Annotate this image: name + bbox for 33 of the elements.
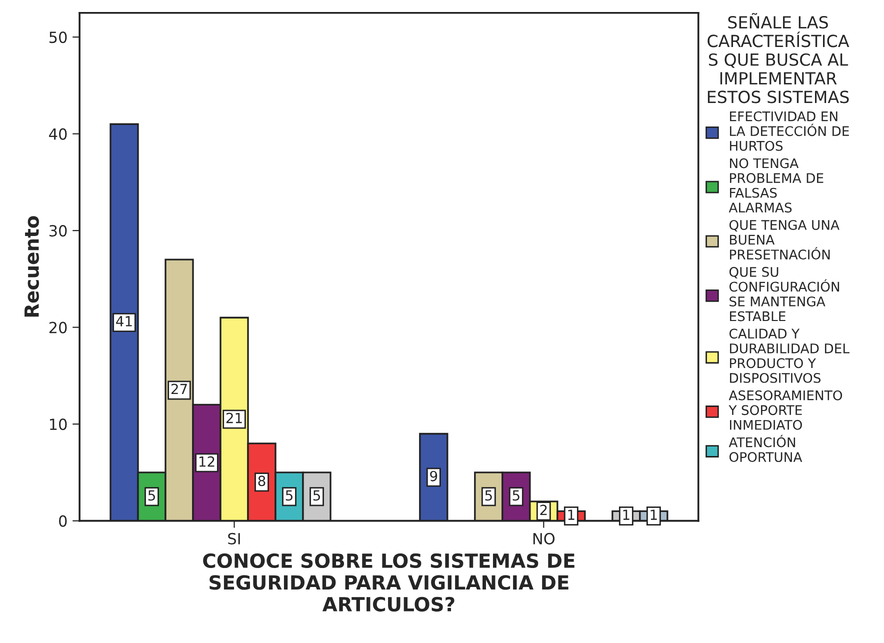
- legend-label: CALIDAD Y DURABILIDAD DEL PRODUCTO Y DISPOSITIVOS: [729, 328, 850, 383]
- legend-title: SEÑALE LAS CARACTERÍSTICA S QUE BUSCA AL IMPLEMENTAR ESTOS SISTEMAS: [708, 13, 850, 104]
- data-label: 2: [540, 504, 547, 515]
- data-label: 8: [258, 476, 266, 486]
- data-label: 1: [568, 510, 574, 520]
- y-tick-label: 10: [50, 418, 67, 430]
- x-tick-label: SI: [228, 532, 240, 544]
- legend-label: ASESORAMIENTO Y SOPORTE INMEDIATO: [728, 390, 842, 430]
- data-label: 5: [148, 490, 155, 501]
- data-label: 12: [199, 456, 214, 467]
- data-label: 1: [623, 510, 630, 520]
- legend-label: EFECTIVIDAD EN LA DETECCIÓN DE HURTOS: [730, 111, 849, 151]
- legend-label: NO TENGA PROBLEMA DE FALSAS ALARMAS: [728, 158, 824, 213]
- data-label: 5: [313, 490, 320, 501]
- legend-label: ATENCIÓN OPORTUNA: [728, 434, 802, 462]
- data-label: 5: [512, 490, 520, 501]
- y-tick-label: 0: [59, 515, 67, 527]
- data-label: 1: [650, 510, 657, 520]
- data-label: 5: [286, 490, 292, 501]
- x-tick-label: NO: [533, 532, 555, 544]
- data-label: 27: [171, 384, 187, 394]
- y-tick-label: 50: [49, 32, 67, 44]
- data-label: 41: [116, 316, 132, 326]
- x-axis-title: CONOCE SOBRE LOS SISTEMAS DE SEGURIDAD PARA VIGILANCIA DE ARTICULOS?: [203, 553, 574, 612]
- data-label: 21: [226, 412, 242, 424]
- data-label: 5: [485, 490, 492, 501]
- y-tick-label: 20: [49, 322, 67, 334]
- legend-label: QUE SU CONFIGURACIÓN SE MANTENGA ESTABLE: [729, 266, 840, 322]
- y-axis-title: Recuento: [24, 216, 39, 317]
- data-label: 9: [430, 470, 438, 482]
- legend-label: QUE TENGA UNA BUENA PRESETNACIÓN: [729, 220, 840, 260]
- y-tick-label: 40: [49, 128, 67, 140]
- y-tick-label: 30: [49, 225, 67, 237]
